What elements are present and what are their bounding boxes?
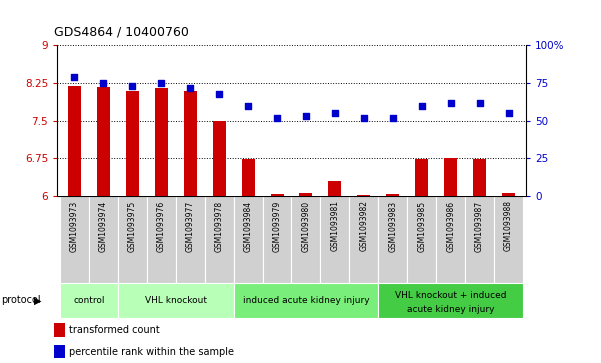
Text: GSM1093981: GSM1093981 <box>331 200 340 251</box>
Point <box>359 115 368 121</box>
Text: GDS4864 / 10400760: GDS4864 / 10400760 <box>54 25 189 38</box>
Bar <box>54 345 65 359</box>
Bar <box>118 283 234 318</box>
Point <box>475 100 484 106</box>
Text: VHL knockout: VHL knockout <box>145 296 207 305</box>
Bar <box>358 195 370 196</box>
Point <box>99 80 108 86</box>
Text: GSM1093985: GSM1093985 <box>417 200 426 252</box>
Point <box>330 110 340 116</box>
Text: GSM1093987: GSM1093987 <box>475 200 484 252</box>
Bar <box>386 194 399 196</box>
Text: control: control <box>73 296 105 305</box>
Text: GSM1093979: GSM1093979 <box>272 200 281 252</box>
Point <box>185 85 195 90</box>
Bar <box>118 196 147 283</box>
Bar <box>502 192 515 196</box>
Bar <box>291 196 320 283</box>
Bar <box>263 196 291 283</box>
Bar <box>407 196 436 283</box>
Point <box>504 110 513 116</box>
Text: percentile rank within the sample: percentile rank within the sample <box>69 347 234 357</box>
Bar <box>242 159 255 196</box>
Text: GSM1093988: GSM1093988 <box>504 200 513 251</box>
Text: GSM1093976: GSM1093976 <box>157 200 166 252</box>
Point <box>70 74 79 80</box>
Point <box>127 83 137 89</box>
Bar <box>54 323 65 337</box>
Bar <box>89 196 118 283</box>
Text: GSM1093980: GSM1093980 <box>302 200 311 252</box>
Bar <box>234 283 378 318</box>
Text: GSM1093984: GSM1093984 <box>243 200 252 252</box>
Point <box>417 103 427 109</box>
Bar <box>436 196 465 283</box>
Bar <box>465 196 494 283</box>
Text: GSM1093975: GSM1093975 <box>128 200 137 252</box>
Bar <box>155 87 168 196</box>
Point <box>446 100 456 106</box>
Text: GSM1093986: GSM1093986 <box>446 200 455 252</box>
Point <box>243 103 253 109</box>
Point <box>156 80 166 86</box>
Text: GSM1093974: GSM1093974 <box>99 200 108 252</box>
Bar <box>175 196 205 283</box>
Text: GSM1093983: GSM1093983 <box>388 200 397 252</box>
Bar <box>213 121 225 196</box>
Bar <box>234 196 263 283</box>
Point <box>272 115 282 121</box>
Bar <box>147 196 175 283</box>
Text: GSM1093982: GSM1093982 <box>359 200 368 251</box>
Bar <box>349 196 378 283</box>
Bar <box>184 91 197 196</box>
Point <box>388 115 398 121</box>
Text: acute kidney injury: acute kidney injury <box>407 305 495 314</box>
Bar <box>205 196 234 283</box>
Bar <box>328 181 341 196</box>
Bar <box>494 196 523 283</box>
Text: GSM1093977: GSM1093977 <box>186 200 195 252</box>
Text: VHL knockout + induced: VHL knockout + induced <box>395 291 507 300</box>
Text: ▶: ▶ <box>34 295 41 305</box>
Bar <box>60 196 89 283</box>
Bar <box>299 192 313 196</box>
Bar <box>415 159 428 196</box>
Text: transformed count: transformed count <box>69 325 160 335</box>
Bar <box>444 158 457 196</box>
Bar <box>320 196 349 283</box>
Bar <box>68 86 81 196</box>
Text: GSM1093978: GSM1093978 <box>215 200 224 252</box>
Bar <box>270 193 284 196</box>
Bar <box>378 196 407 283</box>
Point <box>215 91 224 97</box>
Text: protocol: protocol <box>1 295 41 305</box>
Text: induced acute kidney injury: induced acute kidney injury <box>243 296 369 305</box>
Bar <box>97 87 110 196</box>
Point <box>301 113 311 119</box>
Bar <box>378 283 523 318</box>
Bar <box>473 159 486 196</box>
Text: GSM1093973: GSM1093973 <box>70 200 79 252</box>
Bar <box>126 91 139 196</box>
Bar <box>60 283 118 318</box>
